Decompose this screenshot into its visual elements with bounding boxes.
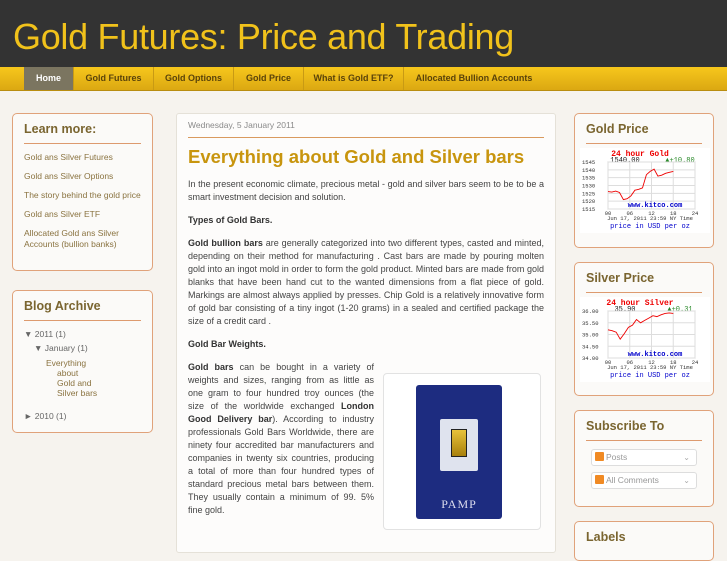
archive-january[interactable]: ▼ January (1) [34, 343, 88, 353]
link-allocated[interactable]: Allocated Gold ans Silver Accounts (bull… [24, 228, 119, 249]
y-tick-label: 36.00 [582, 308, 599, 315]
label: All Comments [606, 475, 659, 485]
subscribe-comments-dropdown[interactable]: All Comments ⌄ [591, 472, 697, 489]
pamp-card: PAMP [416, 385, 502, 519]
bold-text: Gold bars [188, 362, 234, 372]
silver-price-widget: Silver Price 24 hour Silver 35.90 ▲+0.31 36… [574, 262, 714, 396]
post-date: Wednesday, 5 January 2011 [188, 120, 544, 138]
subscribe-posts-dropdown[interactable]: Posts ⌄ [591, 449, 697, 466]
archive-2010[interactable]: ► 2010 (1) [24, 411, 67, 421]
x-tick-label: 24 [692, 359, 699, 366]
x-tick-label: 12 [648, 359, 655, 366]
heading-weights: Gold Bar Weights. [188, 339, 266, 349]
post-intro: In the present economic climate, preciou… [188, 179, 544, 202]
chart-title: 24 hour Gold [611, 150, 669, 159]
widget-title: Gold Price [586, 122, 702, 144]
chart-timestamp: Jun 17, 2011 23:59 NY Time [607, 215, 693, 222]
text: can be bought in a variety of weights an… [188, 362, 374, 411]
kitco-site: www.kitco.com [628, 351, 683, 359]
x-tick-label: 18 [670, 210, 677, 217]
post-paragraph: Gold bars can be bought in a variety of … [188, 361, 374, 517]
chevron-down-icon: ⌄ [683, 453, 690, 462]
labels-widget: Labels [574, 521, 714, 561]
chart-title: 24 hour Silver [606, 299, 673, 308]
x-tick-label: 24 [692, 210, 699, 217]
x-tick-label: 18 [670, 359, 677, 366]
nav-gold-price[interactable]: Gold Price [234, 67, 304, 90]
brand-text: PAMP [441, 497, 477, 511]
price-line [607, 312, 674, 341]
post-paragraph: Gold bullion bars are generally categori… [188, 237, 544, 328]
bold-text: Gold bullion bars [188, 238, 263, 248]
site-title[interactable]: Gold Futures: Price and Trading [13, 16, 514, 57]
y-tick-label: 1545 [582, 159, 595, 166]
widget-title: Silver Price [586, 271, 702, 293]
link-futures[interactable]: Gold ans Silver Futures [24, 152, 113, 162]
gold-bar-image: PAMP [383, 373, 541, 530]
y-tick-label: 34.00 [582, 355, 599, 362]
chart-timestamp: Jun 17, 2011 23:59 NY Time [607, 364, 693, 371]
chart-price: 1540.00 [610, 157, 639, 165]
price-line [607, 168, 674, 201]
y-tick-label: 1525 [582, 190, 595, 197]
archive-post[interactable]: Everything about Gold and Silver bars [46, 358, 98, 398]
header: Gold Futures: Price and Trading [0, 0, 727, 67]
nav-allocated-accounts[interactable]: Allocated Bullion Accounts [415, 73, 533, 83]
widget-title: Learn more: [24, 122, 141, 144]
text: are generally categorized into two diffe… [188, 238, 545, 326]
rss-icon [595, 475, 604, 484]
nav-home[interactable]: Home [24, 67, 74, 90]
subscribe-widget: Subscribe To Posts ⌄ All Comments ⌄ [574, 410, 714, 507]
text: ). According to industry professionals G… [188, 414, 374, 515]
chart-unit: price in USD per oz [610, 372, 690, 380]
widget-title: Labels [586, 530, 626, 544]
y-tick-label: 1540 [582, 167, 595, 174]
nav-gold-futures[interactable]: Gold Futures [74, 67, 154, 90]
y-tick-label: 1520 [582, 198, 595, 205]
y-tick-label: 35.50 [582, 320, 599, 327]
y-tick-label: 35.00 [582, 332, 599, 339]
y-tick-label: 1535 [582, 175, 595, 182]
gold-price-widget: Gold Price 24 hour Gold 1540.00 ▲+10.80 154… [574, 113, 714, 248]
heading-types: Types of Gold Bars. [188, 215, 273, 225]
blog-archive-widget: Blog Archive ▼ 2011 (1) ▼ January (1) Ev… [12, 290, 153, 433]
x-tick-label: 00 [605, 359, 612, 366]
link-gold-price-story[interactable]: The story behind the gold price [24, 190, 141, 200]
chevron-down-icon: ⌄ [683, 476, 690, 485]
post: Wednesday, 5 January 2011 Everything abo… [176, 113, 556, 553]
chart-change: ▲+10.80 [665, 157, 694, 165]
learn-more-widget: Learn more: Gold ans Silver Futures Gold… [12, 113, 153, 271]
x-tick-label: 06 [626, 210, 633, 217]
widget-title: Subscribe To [586, 419, 702, 441]
y-tick-label: 1530 [582, 183, 595, 190]
link-options[interactable]: Gold ans Silver Options [24, 171, 114, 181]
bold-text: London Good Delivery bar [188, 401, 374, 424]
y-tick-label: 1515 [582, 206, 595, 213]
post-title[interactable]: Everything about Gold and Silver bars [188, 146, 525, 167]
nav-gold-etf[interactable]: What is Gold ETF? [304, 67, 404, 90]
chart-change: ▲+0.31 [667, 306, 692, 314]
x-tick-label: 12 [648, 210, 655, 217]
rss-icon [595, 452, 604, 461]
link-etf[interactable]: Gold ans Silver ETF [24, 209, 101, 219]
kitco-site: www.kitco.com [628, 202, 683, 210]
nav-gold-options[interactable]: Gold Options [154, 67, 234, 90]
chart-price: 35.90 [614, 306, 635, 314]
widget-title: Blog Archive [24, 299, 141, 321]
label: Posts [606, 452, 628, 462]
nav-bar: Home Gold Futures Gold Options Gold Pric… [0, 67, 727, 91]
chart-unit: price in USD per oz [610, 223, 690, 231]
archive-2011[interactable]: ▼ 2011 (1) [24, 329, 66, 339]
x-tick-label: 06 [626, 359, 633, 366]
x-tick-label: 00 [605, 210, 612, 217]
y-tick-label: 34.50 [582, 343, 599, 350]
